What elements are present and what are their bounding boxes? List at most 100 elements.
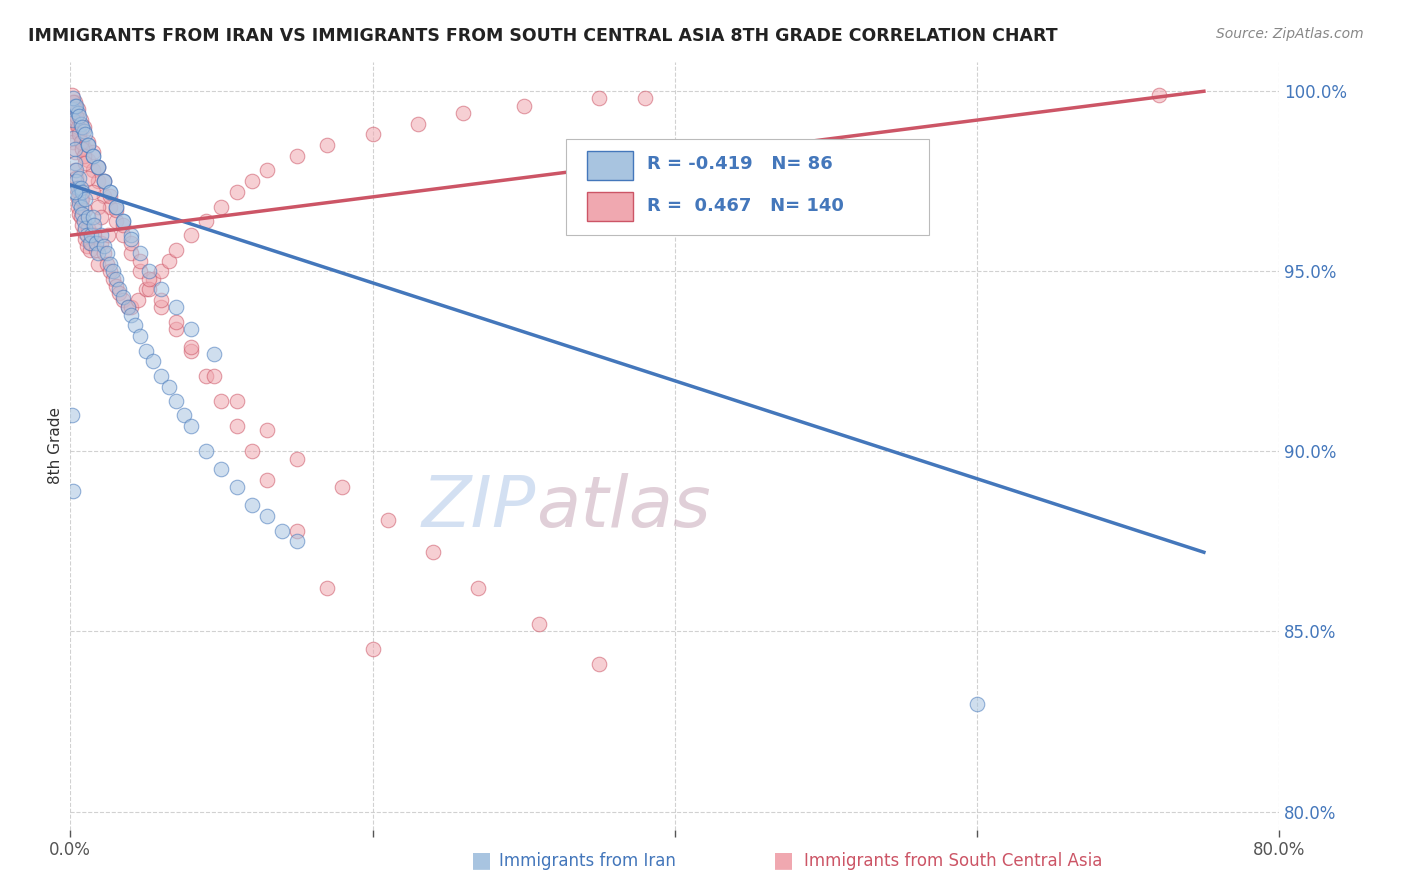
Point bbox=[86, 160, 108, 174]
Point bbox=[73, 120, 96, 135]
Point bbox=[124, 318, 146, 333]
Point bbox=[72, 142, 94, 156]
Text: ■: ■ bbox=[471, 850, 492, 870]
Point bbox=[101, 271, 124, 285]
Point bbox=[75, 192, 97, 206]
Point bbox=[112, 214, 135, 228]
Point bbox=[98, 185, 121, 199]
Point bbox=[270, 524, 294, 538]
Text: IMMIGRANTS FROM IRAN VS IMMIGRANTS FROM SOUTH CENTRAL ASIA 8TH GRADE CORRELATION: IMMIGRANTS FROM IRAN VS IMMIGRANTS FROM … bbox=[28, 27, 1057, 45]
Point bbox=[63, 145, 86, 160]
Point bbox=[150, 368, 172, 383]
Point bbox=[142, 354, 165, 368]
Point bbox=[225, 394, 247, 409]
Point bbox=[120, 246, 142, 260]
Point bbox=[138, 282, 160, 296]
Point bbox=[96, 257, 118, 271]
Point bbox=[65, 163, 87, 178]
Point bbox=[128, 264, 150, 278]
Point bbox=[120, 228, 142, 243]
Point bbox=[157, 379, 180, 393]
Text: R =  0.467   N= 140: R = 0.467 N= 140 bbox=[647, 197, 844, 215]
Point bbox=[104, 271, 127, 285]
Point bbox=[104, 200, 127, 214]
Point bbox=[73, 225, 96, 239]
Point bbox=[98, 185, 121, 199]
Point bbox=[72, 120, 94, 135]
Point bbox=[93, 174, 115, 188]
Point bbox=[112, 214, 135, 228]
Point bbox=[256, 163, 278, 178]
Point bbox=[66, 192, 89, 206]
Point bbox=[240, 444, 263, 458]
Point bbox=[112, 293, 135, 307]
Point bbox=[112, 218, 135, 232]
Point bbox=[90, 235, 111, 250]
Point bbox=[72, 185, 94, 199]
Point bbox=[180, 228, 202, 243]
Point bbox=[93, 239, 115, 253]
Point bbox=[101, 264, 124, 278]
Point bbox=[361, 128, 384, 142]
Point bbox=[316, 581, 339, 595]
Point bbox=[285, 524, 308, 538]
Point bbox=[180, 419, 202, 434]
Point bbox=[65, 110, 87, 124]
Point bbox=[104, 203, 127, 218]
Point bbox=[77, 138, 100, 153]
Point bbox=[86, 160, 108, 174]
Point bbox=[79, 243, 101, 257]
Point bbox=[120, 235, 142, 250]
Point bbox=[73, 124, 96, 138]
Point bbox=[60, 113, 83, 128]
Point bbox=[86, 257, 108, 271]
Bar bbox=[586, 192, 633, 221]
Point bbox=[62, 131, 84, 145]
Point bbox=[63, 156, 86, 170]
Point bbox=[135, 343, 157, 358]
Point bbox=[65, 113, 87, 128]
Point bbox=[70, 211, 93, 225]
Point bbox=[66, 106, 89, 120]
Point bbox=[406, 117, 429, 131]
Point bbox=[77, 170, 100, 185]
Point bbox=[93, 188, 115, 202]
Point bbox=[70, 192, 93, 206]
Point bbox=[60, 102, 83, 116]
Point bbox=[82, 149, 104, 163]
Point bbox=[361, 642, 384, 657]
Point bbox=[165, 301, 187, 315]
Point bbox=[316, 138, 339, 153]
Point bbox=[72, 135, 94, 149]
Point bbox=[84, 243, 107, 257]
Point bbox=[180, 343, 202, 358]
Point bbox=[128, 246, 150, 260]
Bar bbox=[586, 151, 633, 180]
Point bbox=[66, 181, 89, 195]
Point bbox=[67, 110, 90, 124]
Point bbox=[112, 289, 135, 303]
Point bbox=[107, 282, 129, 296]
Y-axis label: 8th Grade: 8th Grade bbox=[48, 408, 63, 484]
Point bbox=[80, 228, 103, 243]
Point bbox=[63, 98, 86, 112]
Point bbox=[285, 451, 308, 466]
Point bbox=[128, 253, 150, 268]
Point bbox=[165, 243, 187, 257]
Point bbox=[128, 329, 150, 343]
Point bbox=[77, 135, 100, 149]
Point bbox=[82, 218, 104, 232]
Point bbox=[256, 509, 278, 524]
Point bbox=[63, 102, 86, 116]
Point bbox=[240, 174, 263, 188]
Point bbox=[150, 282, 172, 296]
Point bbox=[96, 246, 118, 260]
Point bbox=[240, 499, 263, 513]
Point bbox=[62, 135, 84, 149]
Point bbox=[86, 246, 108, 260]
Point bbox=[157, 253, 180, 268]
Point bbox=[195, 368, 218, 383]
Point bbox=[63, 163, 86, 178]
Point bbox=[70, 117, 93, 131]
Point bbox=[180, 322, 202, 336]
